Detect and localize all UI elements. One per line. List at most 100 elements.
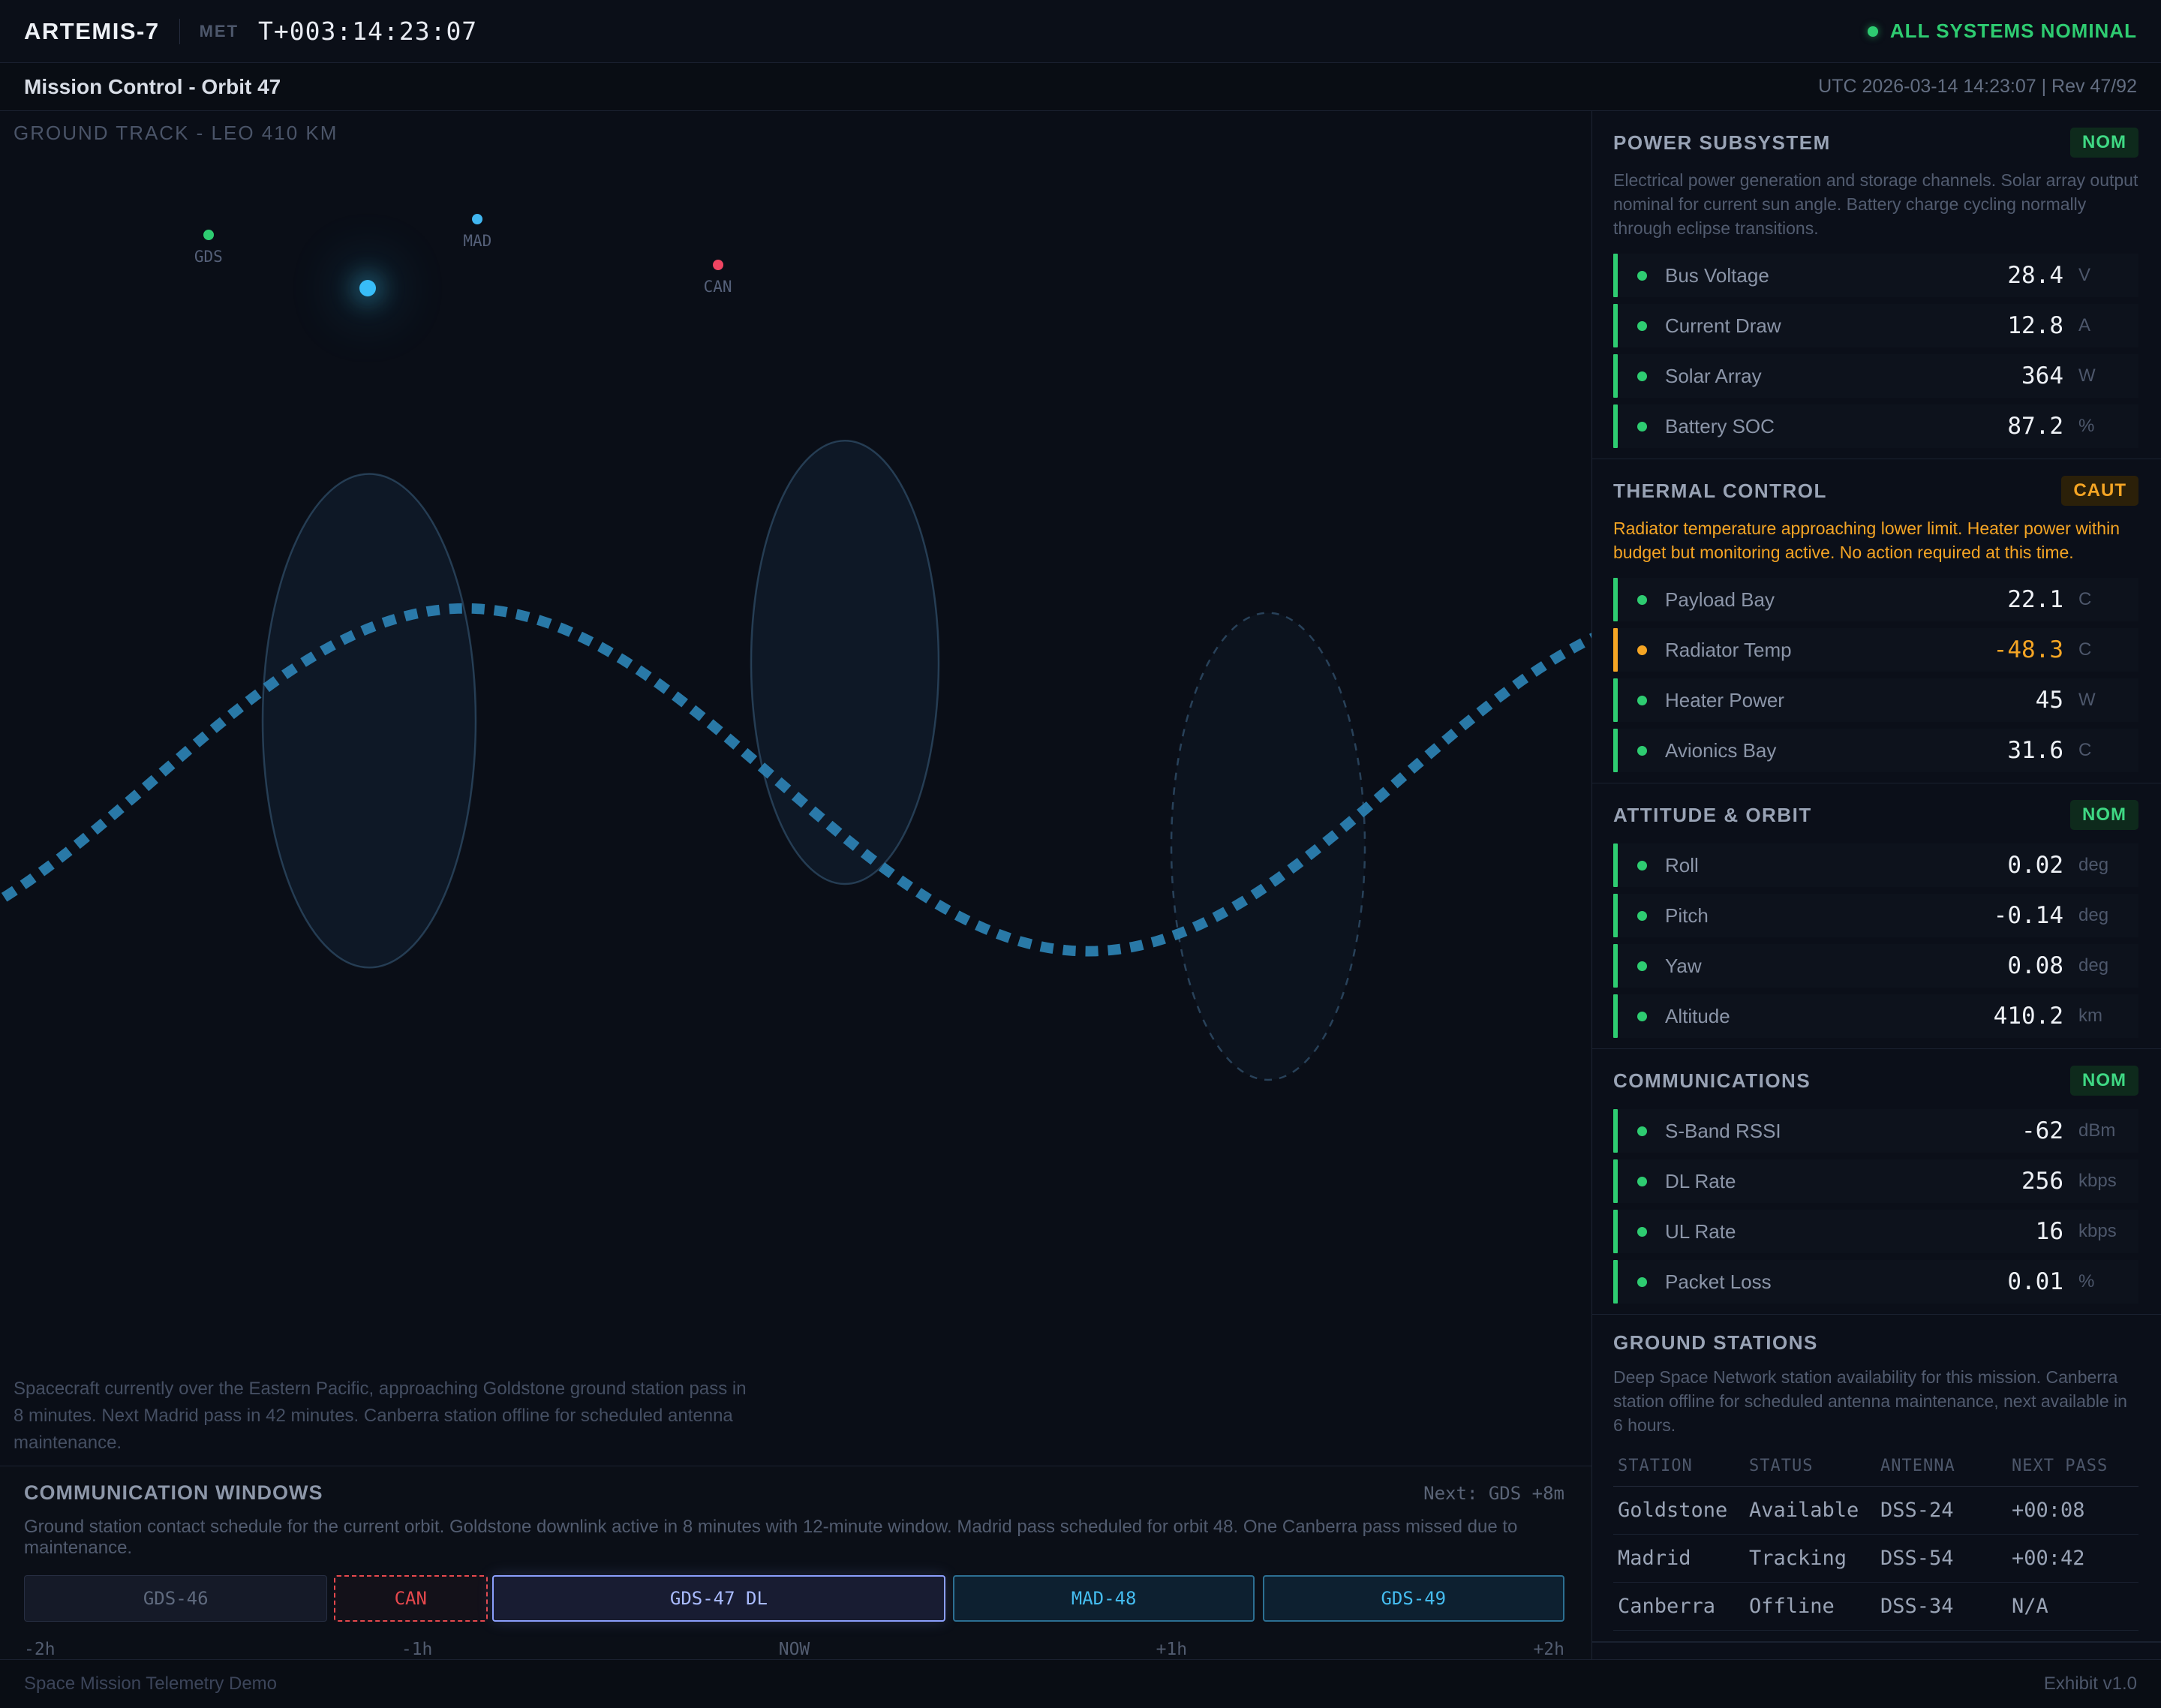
spacecraft-marker — [359, 280, 376, 297]
section-title: COMMUNICATIONS — [1613, 1069, 1811, 1092]
metric-status-bar — [1613, 404, 1618, 448]
system-status-text: ALL SYSTEMS NOMINAL — [1889, 20, 2137, 42]
metric-value: 28.4 — [2007, 262, 2063, 289]
metric-unit: W — [2078, 365, 2096, 386]
metric-value: 364 — [2021, 362, 2063, 389]
metric-row-pitch: Pitch -0.14 deg — [1613, 894, 2138, 937]
metric-value: -48.3 — [1993, 636, 2063, 663]
utc-rev-readout: UTC 2026-03-14 14:23:07 | Rev 47/92 — [1818, 76, 2137, 97]
section-description: Electrical power generation and storage … — [1613, 170, 2138, 238]
metric-status-dot-icon — [1637, 695, 1647, 705]
main-area: GROUND TRACK - LEO 410 KM GDS MAD CAN Spac… — [0, 111, 2161, 1659]
ground-station-marker-mad: MAD — [463, 213, 492, 250]
metric-status-bar — [1613, 843, 1618, 887]
station-name-cell: Goldstone — [1613, 1486, 1745, 1535]
section-description: Radiator temperature approaching lower l… — [1613, 519, 2120, 562]
metric-unit: km — [2078, 1006, 2102, 1026]
timeline-axis: -2h -1h NOW +1h +2h — [24, 1640, 1564, 1659]
table-row-canberra: Canberra Offline DSS-34 N/A — [1613, 1582, 2138, 1631]
metric-row-battery-soc: Battery SOC 87.2% — [1613, 404, 2138, 448]
metric-status-dot-icon — [1637, 645, 1647, 655]
pass-timeline: GDS-46 CAN GDS-47 DL MAD-48 GDS-49 — [24, 1575, 1564, 1622]
footer-version: Exhibit v1.0 — [2043, 1673, 2137, 1694]
metric-unit: kbps — [2078, 1171, 2117, 1191]
map-status-note: Spacecraft currently over the Eastern Pa… — [14, 1379, 747, 1453]
metric-value: 31.6 — [2007, 737, 2063, 764]
metric-unit: kbps — [2078, 1221, 2117, 1241]
pass-window-gds-49[interactable]: GDS-49 — [1262, 1575, 1564, 1622]
metric-value: 410.2 — [1993, 1003, 2063, 1030]
metric-label: Radiator Temp — [1665, 638, 1792, 661]
ground-station-marker-gds: GDS — [194, 230, 223, 266]
mission-elapsed-time: T+003:14:23:07 — [258, 17, 478, 46]
table-row-goldstone: Goldstone Available DSS-24 +00:08 — [1613, 1486, 2138, 1535]
metric-label: Packet Loss — [1665, 1270, 1772, 1293]
metric-value: 12.8 — [2007, 312, 2063, 339]
command-bar: Send Command Request Pass CMD: — [1592, 1642, 2161, 1659]
metric-status-dot-icon — [1637, 1126, 1647, 1136]
metric-label: Payload Bay — [1665, 588, 1775, 611]
metric-value: 16 — [2035, 1218, 2063, 1245]
status-badge: NOM — [2070, 1066, 2138, 1096]
metric-unit: V — [2078, 265, 2091, 285]
metric-row-altitude: Altitude 410.2 km — [1613, 994, 2138, 1038]
metric-status-bar — [1613, 894, 1618, 937]
comm-windows-title: COMMUNICATION WINDOWS — [24, 1481, 323, 1504]
pass-window-mad-48[interactable]: MAD-48 — [952, 1575, 1255, 1622]
coverage-ellipse-mad — [750, 439, 940, 886]
metric-row-heater-power: Heater Power 45 W — [1613, 678, 2138, 722]
mission-name: ARTEMIS-7 — [24, 17, 160, 44]
ground-station-marker-can: CAN — [704, 260, 732, 296]
metric-row-current-draw: Current Draw 12.8 A — [1613, 304, 2138, 347]
ground-stations-table: STATION STATUS ANTENNA NEXT PASS Goldstone A… — [1613, 1448, 2138, 1631]
station-name-cell: Canberra — [1613, 1582, 1745, 1631]
metric-status-dot-icon — [1637, 1176, 1647, 1186]
metric-label: DL Rate — [1665, 1169, 1736, 1192]
coverage-ellipse-can — [1170, 612, 1366, 1081]
pass-window-gds-47-dl[interactable]: GDS-47 DL — [492, 1575, 945, 1622]
metric-status-bar — [1613, 628, 1618, 672]
footer: Space Mission Telemetry Demo Exhibit v1.… — [0, 1659, 2161, 1708]
metric-row-s-band-rssi: S-Band RSSI -62 dBm — [1613, 1109, 2138, 1153]
status-badge: NOM — [2070, 800, 2138, 830]
metric-status-dot-icon — [1637, 961, 1647, 971]
station-next-pass-cell: N/A — [2007, 1582, 2138, 1631]
metric-row-payload-bay: Payload Bay 22.1 C — [1613, 578, 2138, 621]
table-column-header: ANTENNA — [1876, 1448, 2007, 1487]
metric-status-dot-icon — [1637, 860, 1647, 871]
metric-label: UL Rate — [1665, 1219, 1736, 1243]
station-antenna-cell: DSS-34 — [1876, 1582, 2007, 1631]
pass-window-gds-46[interactable]: GDS-46 — [24, 1575, 328, 1622]
station-dot-icon — [712, 260, 723, 270]
footer-app-name: Space Mission Telemetry Demo — [24, 1673, 278, 1694]
station-label: CAN — [703, 278, 732, 296]
metric-unit: deg — [2078, 905, 2109, 925]
timeline-tick-label: +2h — [1533, 1640, 1564, 1659]
metric-value: 0.08 — [2007, 952, 2063, 979]
metric-status-bar — [1613, 1210, 1618, 1253]
table-column-header: STATUS — [1745, 1448, 1876, 1487]
metric-label: Current Draw — [1665, 314, 1781, 337]
metric-label: Avionics Bay — [1665, 738, 1777, 762]
status-badge: NOM — [2070, 128, 2138, 158]
section-power-subsystem: POWER SUBSYSTEM NOM Electrical power gener… — [1592, 111, 2161, 459]
metric-value: 256 — [2021, 1168, 2063, 1195]
section-description: Deep Space Network station availability … — [1613, 1367, 2127, 1435]
metric-status-dot-icon — [1637, 1226, 1647, 1237]
station-label: MAD — [463, 231, 492, 250]
table-header-row: STATION STATUS ANTENNA NEXT PASS — [1613, 1448, 2138, 1487]
section-ground-stations: GROUND STATIONS Deep Space Network stati… — [1592, 1315, 2161, 1642]
metric-status-bar — [1613, 578, 1618, 621]
metric-label: Pitch — [1665, 904, 1709, 927]
section-title: THERMAL CONTROL — [1613, 479, 1827, 502]
metric-status-bar — [1613, 1109, 1618, 1153]
metric-row-yaw: Yaw 0.08 deg — [1613, 944, 2138, 988]
metric-status-bar — [1613, 678, 1618, 722]
pass-window-can[interactable]: CAN — [333, 1575, 488, 1622]
metric-status-dot-icon — [1637, 745, 1647, 756]
station-status-cell: Available — [1745, 1486, 1876, 1535]
metric-row-packet-loss: Packet Loss 0.01% — [1613, 1260, 2138, 1304]
metric-value: 0.01 — [2007, 1268, 2063, 1295]
metric-status-bar — [1613, 1260, 1618, 1304]
metric-status-dot-icon — [1637, 371, 1647, 381]
